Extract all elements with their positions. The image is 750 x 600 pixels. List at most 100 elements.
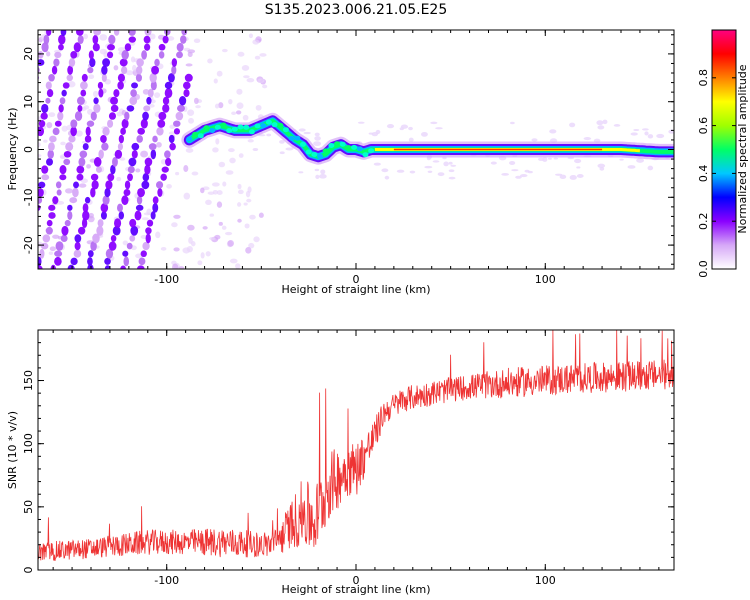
spectrogram-stripe-blob bbox=[55, 181, 62, 189]
spectrogram-stripe-blob bbox=[158, 51, 165, 59]
spectrogram-stripe-blob bbox=[108, 34, 116, 45]
spectrogram-stripe-blob bbox=[107, 44, 115, 51]
spectrogram-speckle bbox=[408, 137, 414, 143]
spectrogram-speckle bbox=[169, 124, 176, 129]
spectrogram-stripe-blob bbox=[20, 258, 26, 265]
spectrogram-speckle bbox=[437, 172, 445, 177]
spectrogram-speckle bbox=[490, 161, 497, 165]
spectrogram-speckle bbox=[258, 212, 264, 218]
spectrogram-speckle bbox=[248, 242, 255, 249]
spectrogram-stripe-blob bbox=[73, 42, 81, 53]
spectrogram-speckle bbox=[43, 139, 48, 143]
spectrogram-stripe-blob bbox=[38, 265, 43, 269]
snr-ticks: -100 0 100 0 50 100 150 bbox=[22, 329, 674, 587]
spectrogram-speckle bbox=[187, 51, 193, 57]
spectrogram-speckle bbox=[218, 161, 226, 168]
spectrogram-stripe-blob bbox=[41, 165, 49, 174]
spectrogram-stripe-blob bbox=[148, 143, 157, 151]
spectrogram-stripe-blob bbox=[92, 34, 99, 45]
spectrogram-x-tick-label: 100 bbox=[535, 273, 556, 286]
spectrogram-ridge-blob bbox=[328, 142, 335, 148]
spectrogram-speckle bbox=[266, 133, 272, 137]
spectrogram-speckle bbox=[78, 183, 87, 188]
spectrogram-speckle bbox=[202, 226, 208, 230]
spectrogram-stripe-blob bbox=[127, 165, 135, 174]
spectrogram-speckle bbox=[205, 199, 212, 205]
spectrogram-speckle bbox=[227, 239, 235, 247]
spectrogram-speckle bbox=[435, 127, 443, 130]
spectrogram-stripe-blob bbox=[131, 150, 138, 159]
spectrogram-stripe-blob bbox=[93, 103, 101, 113]
spectrogram-speckle bbox=[501, 172, 509, 176]
spectrogram-stripe-blob bbox=[93, 157, 102, 167]
spectrogram-stripe-blob bbox=[56, 189, 62, 196]
spectrogram-speckle bbox=[183, 164, 189, 172]
spectrogram-speckle bbox=[320, 169, 326, 175]
spectrogram-speckle bbox=[214, 103, 220, 109]
spectrogram-stripe-blob bbox=[134, 210, 142, 221]
spectrogram-speckle bbox=[148, 104, 155, 108]
spectrogram-stripe-blob bbox=[183, 89, 190, 98]
spectrogram-stripe-blob bbox=[171, 65, 177, 75]
spectrogram-stripe-blob bbox=[98, 149, 104, 160]
spectrogram-ridge-blob bbox=[226, 128, 233, 134]
spectrogram-stripe-blob bbox=[130, 225, 139, 236]
spectrogram-stripe-blob bbox=[41, 174, 50, 181]
spectrogram-ridge-blob bbox=[209, 127, 216, 133]
spectrogram-stripe-blob bbox=[87, 264, 94, 269]
spectrogram-speckle bbox=[225, 170, 234, 175]
spectrogram-stripe-blob bbox=[121, 118, 129, 129]
spectrogram-speckle bbox=[185, 148, 194, 153]
spectrogram-y-axis-label: Frequency (Hz) bbox=[6, 108, 19, 191]
spectrogram-stripe-blob bbox=[175, 111, 184, 121]
spectrogram-stripe-blob bbox=[74, 234, 82, 243]
spectrogram-speckle bbox=[246, 78, 255, 83]
spectrogram-stripe-blob bbox=[107, 51, 114, 59]
spectrogram-stripe-blob bbox=[146, 96, 152, 105]
spectrogram-stripe-blob bbox=[46, 219, 53, 227]
spectrogram-speckle bbox=[140, 150, 149, 158]
spectrogram-speckle bbox=[67, 81, 76, 88]
spectrogram-stripe-blob bbox=[118, 211, 125, 220]
spectrogram-stripe-blob bbox=[100, 203, 109, 213]
spectrogram-stripe-blob bbox=[58, 43, 64, 51]
spectrogram-stripe-blob bbox=[80, 81, 88, 90]
spectrogram-y-tick-label: 10 bbox=[22, 95, 35, 109]
spectrogram-stripe-blob bbox=[54, 120, 62, 127]
spectrogram-stripe-blob bbox=[38, 59, 45, 66]
spectrogram-speckle bbox=[187, 109, 195, 116]
spectrogram-stripe-blob bbox=[129, 218, 137, 228]
spectrogram-stripe-blob bbox=[113, 30, 120, 36]
spectrogram-speckle bbox=[647, 165, 654, 171]
spectrogram-stripe-blob bbox=[158, 43, 166, 51]
spectrogram-speckle bbox=[205, 251, 211, 257]
spectrogram-speckle bbox=[576, 166, 581, 169]
spectrogram-stripe-blob bbox=[48, 74, 55, 82]
spectrogram-stripe-blob bbox=[70, 119, 78, 128]
spectrogram-speckle bbox=[113, 65, 119, 71]
spectrogram-stripe-blob bbox=[82, 143, 89, 151]
spectrogram-stripe-blob bbox=[88, 50, 94, 60]
spectrogram-stripe-blob bbox=[162, 96, 170, 105]
spectrogram-stripe-blob bbox=[55, 241, 64, 251]
spectrogram-speckle bbox=[409, 170, 416, 174]
spectrogram-speckle bbox=[182, 247, 191, 254]
spectrogram-ridge-blob bbox=[203, 125, 210, 131]
spectrogram-stripe-blob bbox=[101, 65, 108, 75]
spectrogram-stripe-blob bbox=[112, 226, 121, 236]
colorbar-tick-label: 0.0 bbox=[697, 260, 710, 278]
spectrogram-stripe-blob bbox=[140, 118, 148, 129]
spectrogram-stripe-blob bbox=[144, 157, 153, 167]
spectrogram-stripe-blob bbox=[38, 181, 46, 189]
spectrogram-x-axis-label: Height of straight line (km) bbox=[281, 283, 430, 296]
spectrogram-stripe-blob bbox=[164, 81, 173, 90]
spectrogram-speckle bbox=[246, 198, 252, 203]
spectrogram-stripe-blob bbox=[41, 42, 49, 53]
spectrogram-stripe-blob bbox=[67, 210, 73, 220]
spectrogram-stripe-blob bbox=[131, 142, 140, 151]
snr-x-tick-label: 0 bbox=[353, 574, 360, 587]
spectrogram-speckle bbox=[396, 169, 405, 173]
spectrogram-stripe-blob bbox=[20, 180, 27, 189]
spectrogram-stripe-blob bbox=[173, 128, 181, 135]
